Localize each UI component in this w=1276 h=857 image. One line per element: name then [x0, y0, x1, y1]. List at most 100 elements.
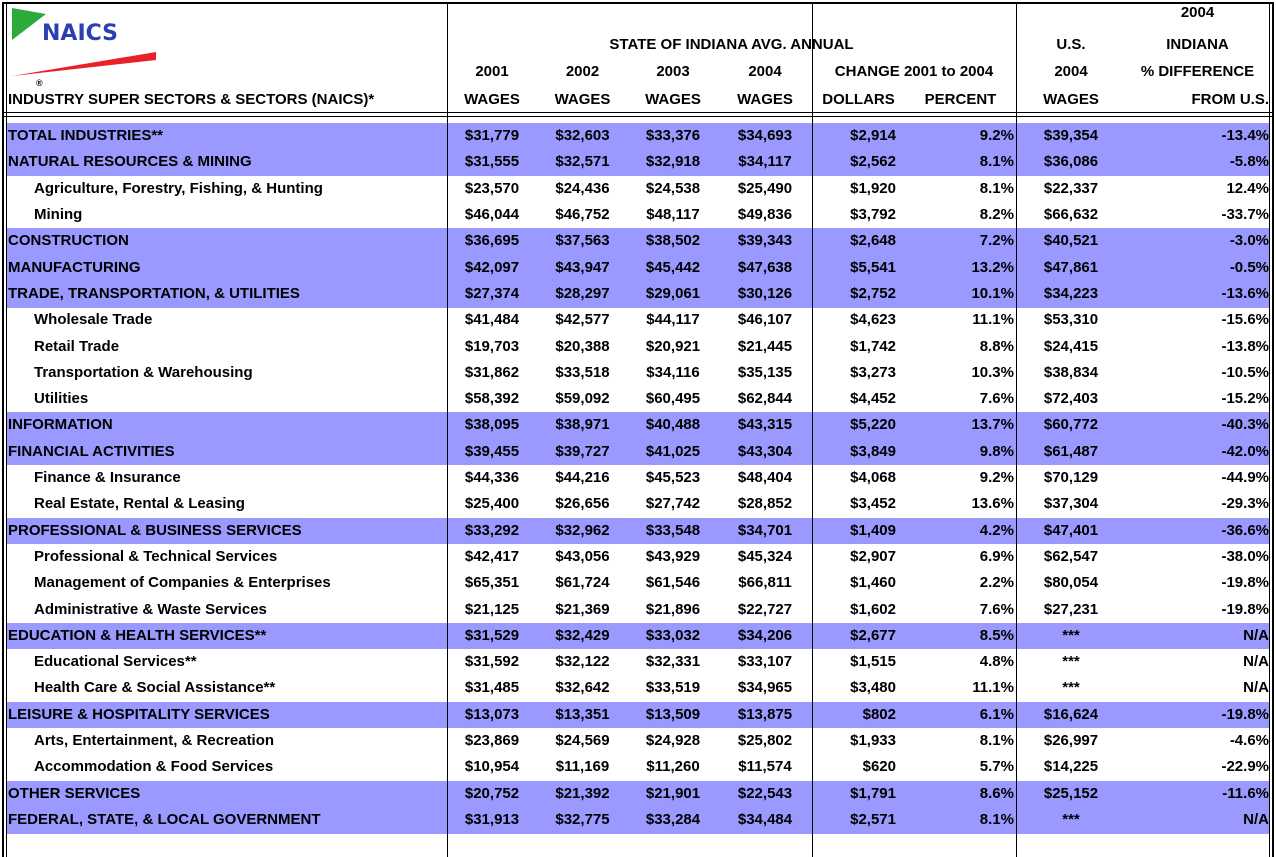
- cell: $39,354: [1043, 127, 1099, 145]
- cell: 11.1%: [972, 311, 1014, 329]
- column-rule: [447, 2, 448, 857]
- border-right: [1272, 2, 1274, 857]
- border-left-inner: [6, 2, 7, 857]
- sector-label: Management of Companies & Enterprises: [34, 574, 331, 592]
- cell: $33,107: [737, 653, 793, 671]
- cell: $40,521: [1043, 232, 1099, 250]
- cell: $21,896: [645, 600, 701, 618]
- cell: $24,436: [555, 179, 610, 197]
- cell: $45,523: [645, 469, 701, 487]
- cell: $21,901: [645, 784, 701, 802]
- cell: $34,206: [737, 626, 793, 644]
- cell: $43,304: [737, 442, 793, 460]
- row-highlight: [6, 780, 1269, 808]
- cell: $66,811: [738, 574, 792, 592]
- cell: $40,488: [645, 416, 701, 434]
- super-sector-label: TOTAL INDUSTRIES**: [8, 127, 164, 145]
- sector-label: Arts, Entertainment, & Recreation: [34, 732, 275, 750]
- cell: 2.2%: [979, 574, 1014, 592]
- cell: -15.2%: [1221, 390, 1269, 408]
- cell: $4,068: [850, 469, 896, 487]
- cell: $16,624: [1043, 705, 1099, 723]
- cell: 8.8%: [979, 337, 1014, 355]
- cell: $47,638: [737, 258, 793, 276]
- header-unit: DOLLARS: [822, 91, 895, 108]
- cell: $42,417: [464, 547, 520, 565]
- cell: $3,452: [850, 495, 896, 513]
- row-highlight: [6, 517, 1269, 545]
- row-highlight: [6, 228, 1269, 255]
- cell: $32,603: [555, 127, 610, 145]
- cell: N/A: [1243, 679, 1269, 697]
- cell: -44.9%: [1221, 469, 1269, 487]
- header-us-year: 2004: [1054, 63, 1088, 80]
- cell: $27,231: [1043, 600, 1099, 618]
- cell: $32,122: [555, 653, 610, 671]
- cell: $61,546: [645, 574, 701, 592]
- cell: 13.6%: [971, 495, 1014, 513]
- cell: $22,543: [737, 784, 793, 802]
- cell: -33.7%: [1221, 206, 1269, 224]
- row-highlight: [6, 149, 1269, 177]
- cell: $1,742: [850, 337, 896, 355]
- cell: 10.3%: [971, 363, 1014, 381]
- header-rule: [2, 112, 1274, 113]
- cell: $72,403: [1043, 390, 1099, 408]
- cell: 7.6%: [979, 600, 1014, 618]
- cell: $37,563: [555, 232, 610, 250]
- cell: $3,480: [850, 679, 896, 697]
- cell: $1,602: [850, 600, 896, 618]
- cell: 11.1%: [972, 679, 1014, 697]
- naics-logo: NAICS ®: [12, 8, 156, 88]
- header-year: 2003: [656, 63, 690, 80]
- cell: 7.2%: [979, 232, 1014, 250]
- cell: $44,336: [464, 469, 520, 487]
- cell: $3,849: [850, 442, 896, 460]
- header-unit: WAGES: [1043, 91, 1099, 108]
- cell: $33,284: [645, 810, 701, 828]
- cell: $22,337: [1043, 179, 1099, 197]
- cell: $49,836: [737, 206, 793, 224]
- cell: $1,460: [850, 574, 896, 592]
- row-highlight: [6, 622, 1269, 650]
- row-highlight: [6, 438, 1269, 466]
- cell: $46,107: [737, 311, 793, 329]
- super-sector-label: TRADE, TRANSPORTATION, & UTILITIES: [8, 284, 300, 302]
- cell: -5.8%: [1229, 153, 1269, 171]
- cell: -15.6%: [1221, 311, 1269, 329]
- cell: -19.8%: [1221, 705, 1269, 723]
- cell: $38,502: [645, 232, 701, 250]
- cell: 9.2%: [979, 469, 1014, 487]
- row-highlight: [6, 806, 1269, 834]
- cell: ***: [1062, 653, 1080, 671]
- cell: $5,541: [850, 258, 896, 276]
- cell: -22.9%: [1221, 758, 1269, 776]
- cell: 9.2%: [979, 127, 1014, 145]
- cell: $33,518: [555, 363, 610, 381]
- cell: $23,570: [464, 179, 520, 197]
- cell: $11,260: [646, 758, 700, 776]
- cell: 12.4%: [1226, 179, 1269, 197]
- cell: $42,577: [555, 311, 610, 329]
- cell: 13.7%: [971, 416, 1014, 434]
- cell: $36,086: [1043, 153, 1099, 171]
- cell: $34,484: [737, 810, 793, 828]
- cell: $11,169: [555, 758, 610, 776]
- cell: $34,223: [1043, 284, 1099, 302]
- cell: $13,351: [555, 705, 610, 723]
- sector-label: Educational Services**: [34, 653, 197, 671]
- cell: $2,562: [850, 153, 896, 171]
- cell: $27,742: [645, 495, 701, 513]
- cell: $24,538: [645, 179, 701, 197]
- cell: -29.3%: [1221, 495, 1269, 513]
- cell: $2,571: [850, 810, 896, 828]
- cell: $53,310: [1043, 311, 1099, 329]
- header-year: 2002: [565, 63, 600, 80]
- cell: $25,152: [1043, 784, 1099, 802]
- header-pct-diff: % DIFFERENCE: [1140, 63, 1255, 80]
- cell: $28,852: [737, 495, 793, 513]
- cell: $33,292: [464, 521, 520, 539]
- cell: $2,648: [850, 232, 896, 250]
- cell: $1,933: [850, 732, 896, 750]
- cell: $32,429: [555, 626, 610, 644]
